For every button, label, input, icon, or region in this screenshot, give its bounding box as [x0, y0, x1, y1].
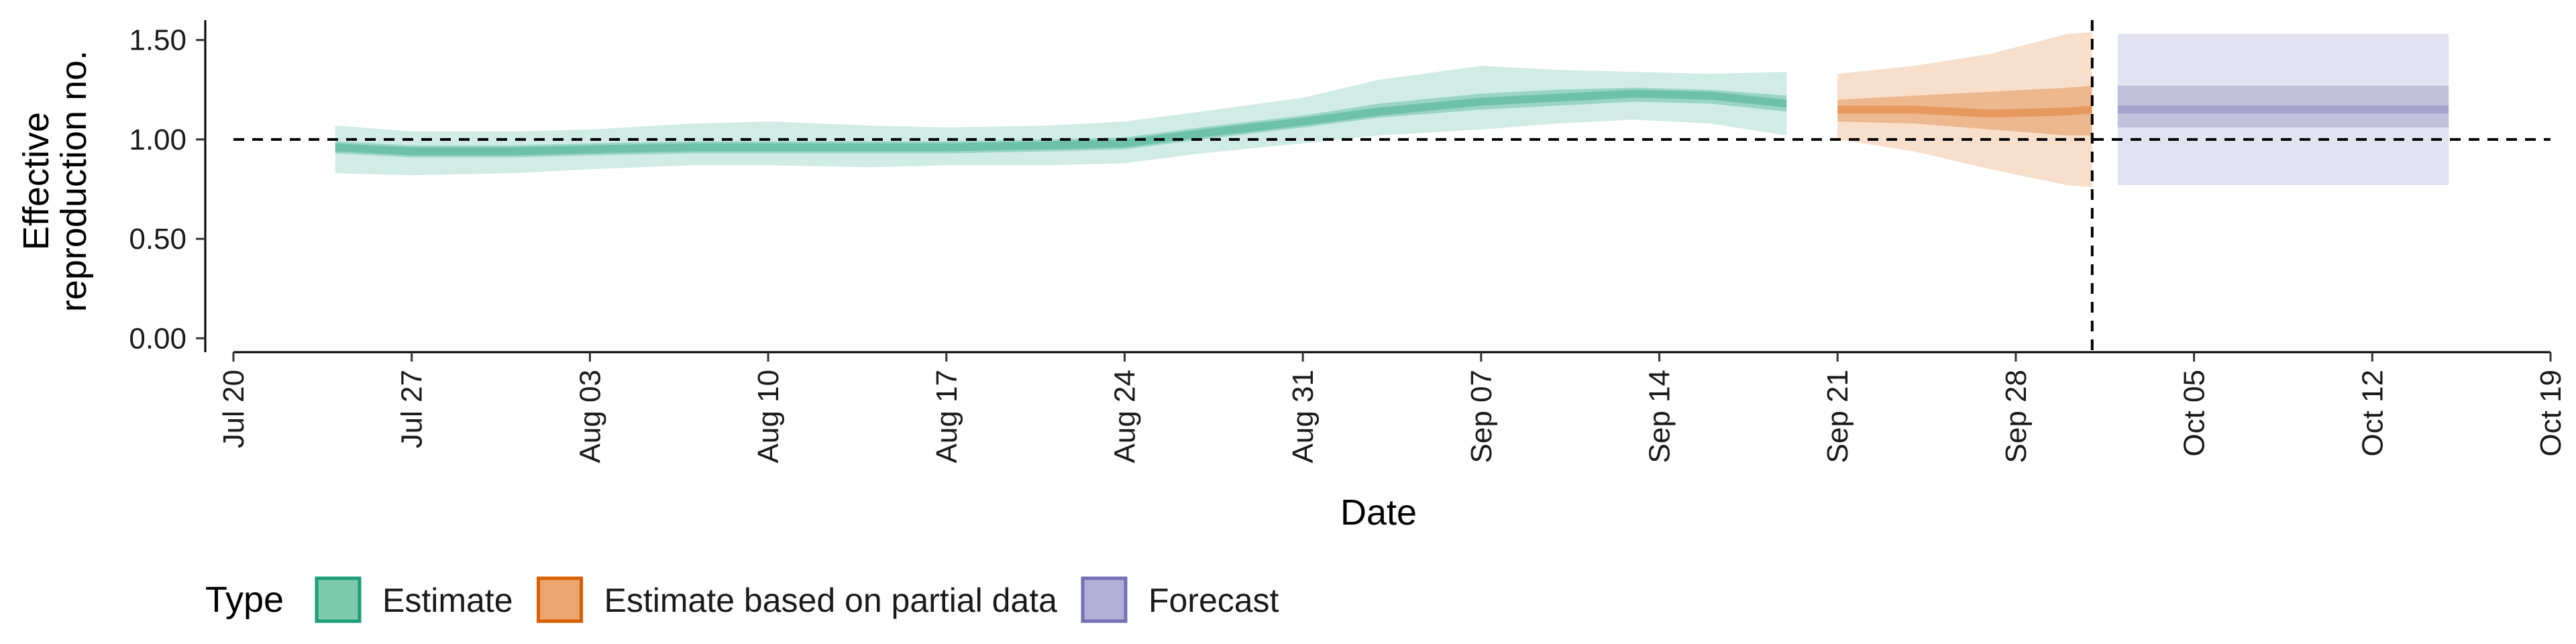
- reference-lines: [233, 20, 2551, 352]
- median-forecast: [2117, 105, 2449, 114]
- x-tick-label: Sep 28: [2000, 370, 2033, 463]
- legend-label-estimate: Estimate: [382, 582, 513, 619]
- legend-swatch-forecast: [1081, 576, 1128, 623]
- median-estimate: [335, 89, 1787, 156]
- legend-swatch-estimate: [315, 576, 362, 623]
- y-axis-label-line-2: reproduction no.: [54, 50, 94, 312]
- x-tick-label: Sep 14: [1644, 370, 1676, 463]
- axes: 0.00 0.50 1.00 1.50 Jul 20 Jul 27 Aug 03 Aug 10…: [129, 20, 2567, 463]
- x-tick-label: Sep 21: [1821, 370, 1854, 463]
- band-90-estimate: [335, 66, 1787, 176]
- x-tick-label: Oct 05: [2178, 370, 2211, 457]
- y-tick-label: 1.50: [129, 24, 186, 57]
- y-tick-label: 0.50: [129, 223, 186, 256]
- band-90-forecast: [2117, 34, 2449, 186]
- x-tick-label: Aug 03: [574, 370, 606, 463]
- x-tick-label: Sep 07: [1465, 370, 1498, 463]
- legend-label-forecast: Forecast: [1148, 582, 1279, 619]
- band-90-estimate-based-on-partial-data: [1837, 32, 2092, 187]
- x-tick-label: Oct 19: [2534, 370, 2567, 457]
- legend-label-estimate-based-on-partial-data: Estimate based on partial data: [604, 582, 1058, 619]
- x-tick-label: Aug 10: [752, 370, 785, 463]
- band-50-forecast: [2117, 85, 2449, 128]
- x-tick-label: Jul 27: [396, 370, 429, 448]
- x-tick-label: Aug 17: [930, 370, 963, 463]
- x-tick-label: Oct 12: [2356, 370, 2389, 457]
- legend: Type Estimate Estimate based on partial da…: [205, 576, 1279, 623]
- legend-title: Type: [205, 580, 284, 620]
- ribbons: [335, 32, 2449, 187]
- y-tick-label: 1.00: [129, 123, 186, 156]
- median-estimate-based-on-partial-data: [1837, 105, 2092, 118]
- y-axis-label-line-1: Effective: [16, 112, 56, 250]
- y-tick-label: 0.00: [129, 322, 186, 355]
- x-axis-label: Date: [1340, 492, 1417, 533]
- band-50-estimate-based-on-partial-data: [1837, 85, 2092, 136]
- x-tick-label: Aug 31: [1287, 370, 1320, 463]
- band-50-estimate: [335, 87, 1787, 158]
- legend-swatch-estimate-based-on-partial-data: [537, 576, 584, 623]
- x-tick-label: Aug 24: [1108, 370, 1141, 463]
- x-tick-label: Jul 20: [217, 370, 250, 448]
